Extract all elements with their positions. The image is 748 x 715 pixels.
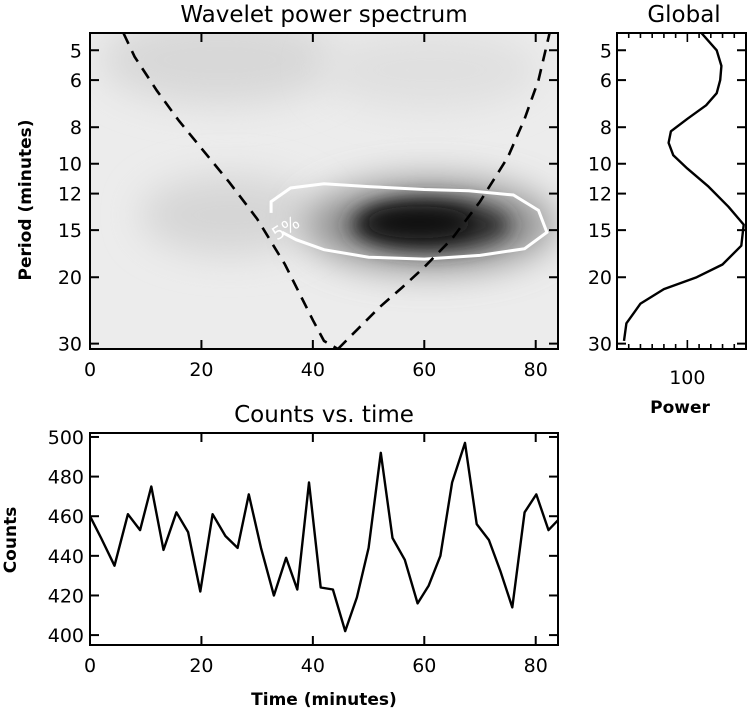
x-tick-label: 0: [84, 359, 96, 381]
counts-series-line: [90, 441, 558, 633]
counts-axis-label: Counts: [1, 507, 21, 574]
y-tick-label: 10: [58, 154, 82, 176]
wavelet-power-panel: Wavelet power spectrum 5% 0 20 40 60 8056810…: [16, 2, 559, 381]
y-tick-label: 6: [70, 70, 82, 92]
y-tick-label: 15: [588, 220, 612, 242]
y-tick-label: 8: [70, 117, 82, 139]
global-power-curve: [622, 33, 745, 342]
counts-title: Counts vs. time: [234, 402, 414, 428]
heatmap-patch: [140, 175, 320, 255]
significance-contour: [269, 182, 549, 261]
spectrum-axes: 0 20 40 60 80 5 6 8 10 12 15 20 30: [58, 33, 558, 381]
x-tick-label: 80: [524, 655, 548, 677]
spectrum-frame: [89, 32, 559, 350]
y-tick-label: 10: [588, 154, 612, 176]
time-axis-label: Time (minutes): [251, 690, 397, 710]
y-tick-label: 20: [58, 267, 82, 289]
heatmap-peak: [363, 206, 474, 239]
cone-of-influence-right: [336, 33, 551, 349]
counts-panel: Counts vs. time 0 20 40 60 80 400 420 440 460 480…: [1, 402, 559, 710]
y-tick-label: 460: [48, 506, 84, 528]
x-tick-label: 60: [412, 655, 436, 677]
x-tick-label: 80: [524, 359, 548, 381]
cone-of-influence-left: [122, 33, 339, 349]
y-tick-label: 20: [588, 267, 612, 289]
x-tick-label: 60: [412, 359, 436, 381]
y-tick-label: 5: [600, 40, 612, 62]
global-spectrum-panel: Global 5 6 8 10 12 15 20 30 100 Power: [588, 2, 747, 418]
power-axis-label: Power: [650, 398, 710, 418]
y-tick-label: 12: [588, 184, 612, 206]
y-tick-label: 5: [70, 40, 82, 62]
counts-frame: [89, 432, 559, 646]
y-tick-label: 400: [48, 625, 84, 647]
global-frame: [616, 32, 747, 350]
x-tick-label: 100: [669, 367, 705, 389]
y-tick-label: 440: [48, 546, 84, 568]
y-tick-label: 6: [600, 70, 612, 92]
period-axis-label: Period (minutes): [16, 119, 36, 280]
y-tick-label: 480: [48, 467, 84, 489]
heatmap-patch: [320, 33, 540, 110]
counts-axes: 0 20 40 60 80 400 420 440 460 480 500: [48, 427, 558, 677]
y-tick-label: 12: [58, 184, 82, 206]
power-heatmap: [90, 33, 558, 349]
y-tick-label: 420: [48, 585, 84, 607]
y-tick-label: 30: [58, 334, 82, 356]
x-tick-label: 0: [84, 655, 96, 677]
spectrum-title: Wavelet power spectrum: [180, 2, 467, 28]
x-tick-label: 40: [301, 359, 325, 381]
y-tick-label: 500: [48, 427, 84, 449]
global-axes: 5 6 8 10 12 15 20 30 100: [588, 33, 747, 389]
y-tick-label: 30: [588, 334, 612, 356]
x-tick-label: 40: [301, 655, 325, 677]
heatmap-patch: [100, 33, 340, 105]
global-title: Global: [647, 2, 720, 28]
y-tick-label: 15: [58, 220, 82, 242]
x-tick-label: 20: [189, 655, 213, 677]
x-tick-label: 20: [189, 359, 213, 381]
y-tick-label: 8: [600, 117, 612, 139]
